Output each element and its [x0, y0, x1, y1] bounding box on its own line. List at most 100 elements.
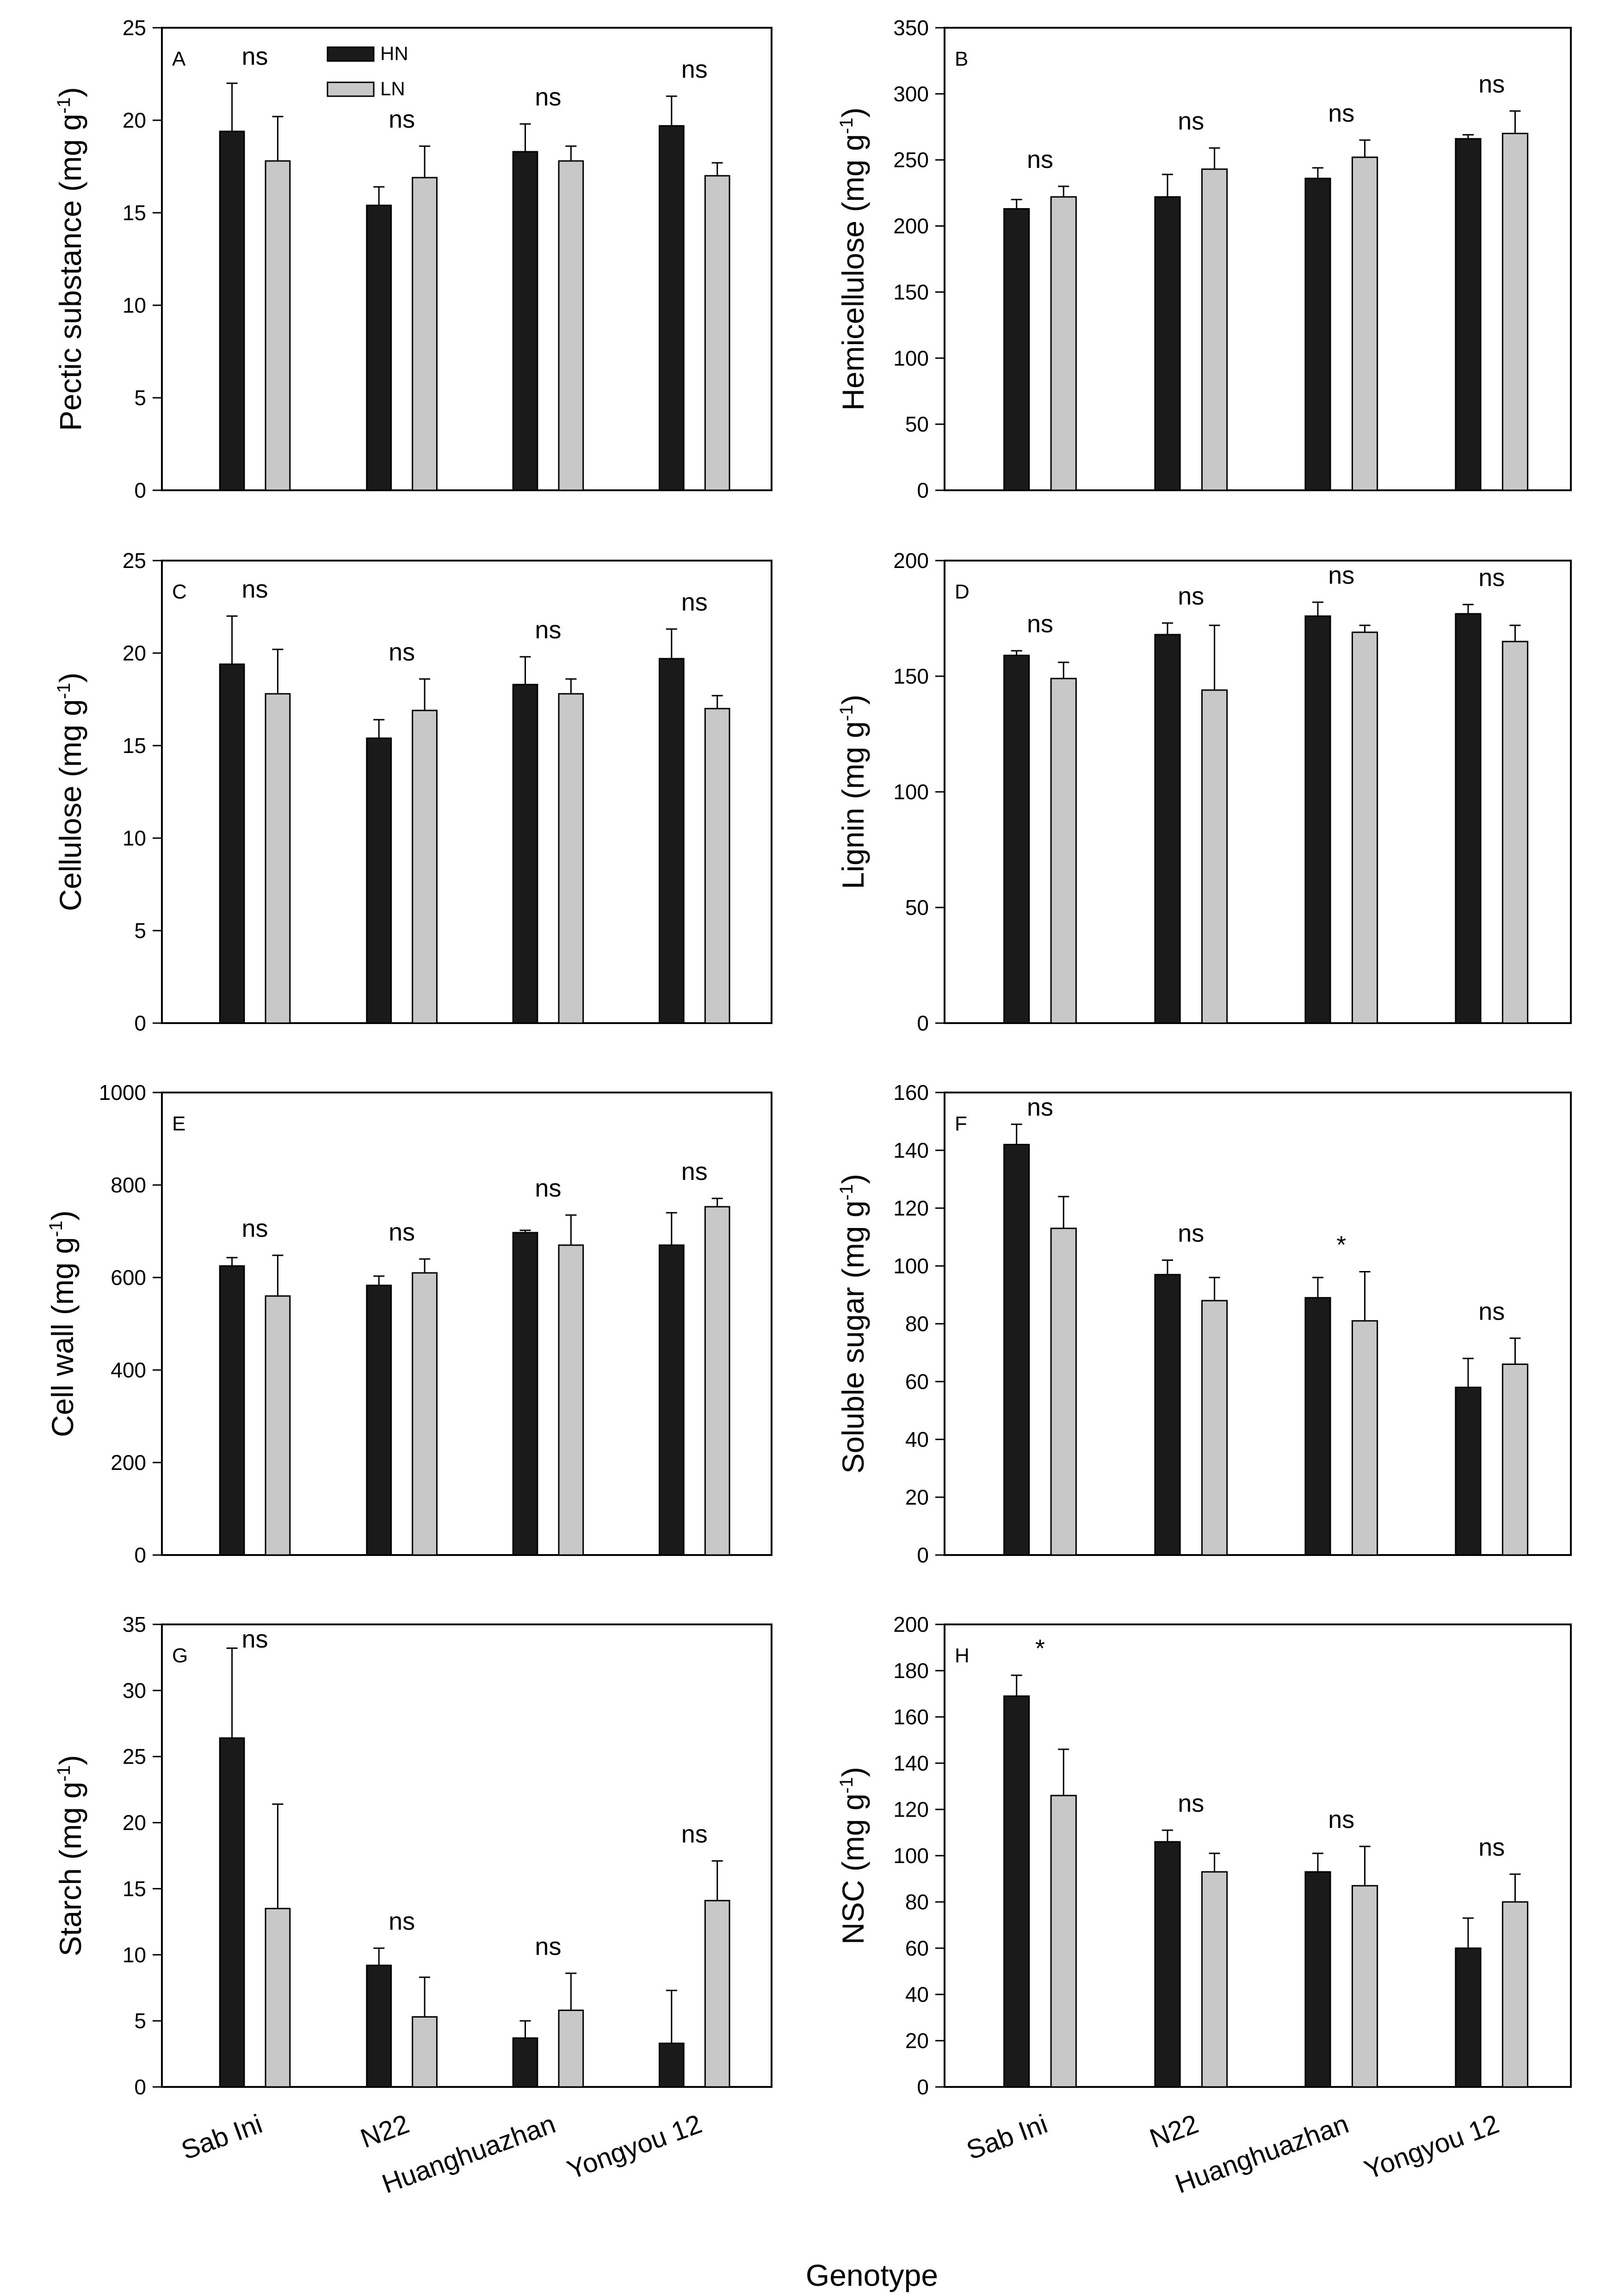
significance-label: ns [1328, 562, 1354, 589]
bar-hn [1003, 654, 1030, 1024]
bar-hn [658, 658, 685, 1024]
plot-frame [944, 27, 1572, 491]
plot-frame [161, 1092, 772, 1556]
x-tick-label: Huanghuazhan [1171, 2109, 1353, 2199]
bar-hn [1003, 1695, 1030, 2088]
significance-label: ns [535, 1932, 561, 1960]
bar-hn [512, 2037, 538, 2088]
y-tick-label: 0 [134, 2075, 146, 2099]
panel-e: E 0 200 400 600 800 1000 Cell wall (mg g-1) ns ns… [45, 1080, 772, 1567]
y-tick-label: 5 [134, 386, 146, 410]
panel-a: A 0 5 10 15 20 25 Pectic substance (mg g-1) ns ns… [53, 16, 772, 502]
significance-label: ns [1328, 1806, 1354, 1833]
significance-label: ns [535, 616, 561, 644]
bar-ln [1501, 1901, 1529, 2088]
y-tick-label: 60 [905, 1370, 929, 1394]
y-tick-label: 30 [123, 1679, 146, 1703]
legend-label: LN [380, 78, 405, 99]
y-tick-label: 0 [134, 1543, 146, 1567]
bar-hn [658, 2043, 685, 2088]
panel-letter: D [955, 580, 970, 603]
y-tick-label: 600 [111, 1265, 146, 1290]
panel-b: B 0 50 100 150 200 250 300 350 Hemicellulose (mg … [836, 16, 1572, 502]
significance-label: ns [389, 105, 415, 133]
bar-hn [1455, 1387, 1482, 1556]
y-axis-title: Lignin (mg g-1) [836, 695, 870, 889]
bar-ln [1351, 1885, 1378, 2088]
y-tick-label: 100 [893, 1844, 929, 1868]
significance-label: ns [1328, 99, 1354, 127]
significance-label: ns [389, 638, 415, 666]
bar-hn [512, 1232, 538, 1556]
y-tick-label: 20 [123, 1811, 146, 1835]
x-tick-label: N22 [1146, 2109, 1202, 2154]
y-tick-label: 200 [893, 1612, 929, 1636]
panels: A 0 5 10 15 20 25 Pectic substance (mg g-1) ns ns… [45, 16, 1572, 2099]
bar-ln [412, 177, 438, 491]
y-tick-label: 140 [893, 1138, 929, 1162]
x-tick-label: Sab Ini [963, 2109, 1051, 2166]
x-axis-title: Genotype [806, 2258, 938, 2292]
plot-frame [161, 27, 772, 491]
panel-c: C 0 5 10 15 20 25 Cellulose (mg g-1) ns ns ns ns [53, 549, 772, 1035]
y-tick-label: 0 [134, 478, 146, 502]
significance-label: ns [681, 1820, 708, 1848]
y-axis-title: Soluble sugar (mg g-1) [836, 1174, 870, 1474]
y-tick-label: 160 [893, 1080, 929, 1105]
bar-hn [219, 1265, 245, 1556]
significance-label: ns [1178, 107, 1204, 135]
bar-ln [558, 693, 584, 1024]
bar-hn [658, 1244, 685, 1556]
y-axis-title: Cellulose (mg g-1) [53, 673, 87, 911]
y-tick-label: 25 [123, 1745, 146, 1769]
bar-ln [1501, 641, 1529, 1024]
bar-hn [1304, 615, 1331, 1024]
significance-label: ns [1178, 1220, 1204, 1247]
significance-label: ns [681, 588, 708, 616]
plot-frame [161, 560, 772, 1024]
y-axis-title: Hemicellulose (mg g-1) [836, 107, 870, 410]
y-tick-label: 150 [893, 664, 929, 688]
x-tick-label: Sab Ini [178, 2109, 266, 2166]
y-tick-label: 10 [123, 826, 146, 850]
bar-ln [412, 1272, 438, 1556]
y-tick-label: 140 [893, 1751, 929, 1775]
panel-d: D 0 50 100 150 200 Lignin (mg g-1) ns ns ns ns [836, 549, 1572, 1035]
y-tick-label: 15 [123, 201, 146, 225]
bar-ln [1201, 168, 1228, 491]
bar-ln [1201, 1300, 1228, 1556]
bar-ln [265, 1295, 291, 1556]
bar-ln [1351, 156, 1378, 491]
significance-label: ns [241, 575, 268, 603]
significance-label: ns [389, 1218, 415, 1246]
y-tick-label: 20 [905, 1485, 929, 1509]
bar-ln [1050, 1795, 1077, 2088]
bar-ln [558, 2009, 584, 2088]
significance-label: * [1336, 1231, 1346, 1259]
y-tick-label: 250 [893, 148, 929, 172]
significance-label: ns [1027, 1093, 1053, 1121]
y-tick-label: 25 [123, 549, 146, 573]
y-tick-label: 20 [123, 641, 146, 665]
bar-ln [1501, 133, 1529, 491]
panel-letter: B [955, 48, 968, 70]
y-tick-label: 40 [905, 1427, 929, 1451]
panel-letter: E [172, 1112, 185, 1135]
y-tick-label: 15 [123, 734, 146, 758]
bar-ln [704, 1900, 730, 2088]
panel-letter: F [955, 1112, 967, 1135]
bar-hn [1154, 1274, 1181, 1556]
bar-ln [265, 1907, 291, 2088]
legend-label: HN [380, 43, 408, 64]
bar-hn [1455, 1947, 1482, 2088]
significance-label: * [1035, 1635, 1045, 1662]
bar-hn [1304, 1871, 1331, 2088]
panel-letter: C [172, 580, 187, 603]
significance-label: ns [241, 1625, 268, 1653]
y-axis-title: NSC (mg g-1) [836, 1767, 870, 1944]
bar-hn [366, 1964, 392, 2088]
y-tick-label: 120 [893, 1196, 929, 1220]
bar-hn [1455, 613, 1482, 1024]
